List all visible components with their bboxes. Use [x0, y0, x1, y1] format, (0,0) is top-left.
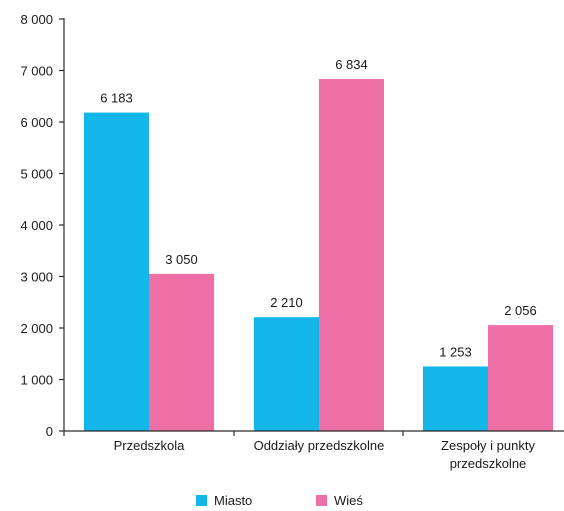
x-category-label: Oddziały przedszkolne	[254, 438, 385, 453]
x-axis-labels: Przedszkola Oddziały przedszkolne Zespoły …	[63, 431, 535, 471]
y-tick-label: 7 000	[20, 64, 53, 79]
bar-wies	[488, 325, 553, 431]
y-tick-label: 2 000	[20, 321, 53, 336]
legend-label: Miasto	[214, 493, 252, 508]
bar-value-label: 6 834	[335, 57, 368, 72]
bar-value-label: 3 050	[165, 252, 198, 267]
value-labels: 6 183 2 210 1 253 3 050 6 834 2 056	[100, 57, 537, 359]
y-tick-label: 8 000	[20, 12, 53, 27]
x-category-label: Zespoły i punkty	[441, 438, 535, 453]
x-category-label: przedszkolne	[450, 456, 527, 471]
y-tick-label: 1 000	[20, 373, 53, 388]
y-tick-label: 0	[46, 424, 53, 439]
y-tick-label: 4 000	[20, 218, 53, 233]
bar-wies	[149, 273, 214, 431]
y-tick-label: 3 000	[20, 270, 53, 285]
y-axis-ticks: 0 1 000 2 000 3 000 4 000 5 000 6 000 7 000 8 00…	[20, 12, 64, 439]
bar-wies	[319, 79, 384, 431]
y-tick-label: 6 000	[20, 115, 53, 130]
bar-miasto	[84, 112, 149, 431]
legend: Miasto Wieś	[196, 493, 363, 508]
bar-value-label: 2 056	[504, 303, 537, 318]
legend-label: Wieś	[334, 493, 363, 508]
bar-miasto	[254, 317, 319, 431]
x-category-label: Przedszkola	[114, 438, 186, 453]
bar-miasto	[423, 366, 488, 431]
legend-swatch	[196, 495, 207, 506]
bar-value-label: 2 210	[270, 295, 303, 310]
bars	[84, 79, 553, 431]
legend-swatch	[316, 495, 327, 506]
bar-value-label: 6 183	[100, 91, 133, 106]
y-tick-label: 5 000	[20, 167, 53, 182]
bar-value-label: 1 253	[439, 344, 472, 359]
